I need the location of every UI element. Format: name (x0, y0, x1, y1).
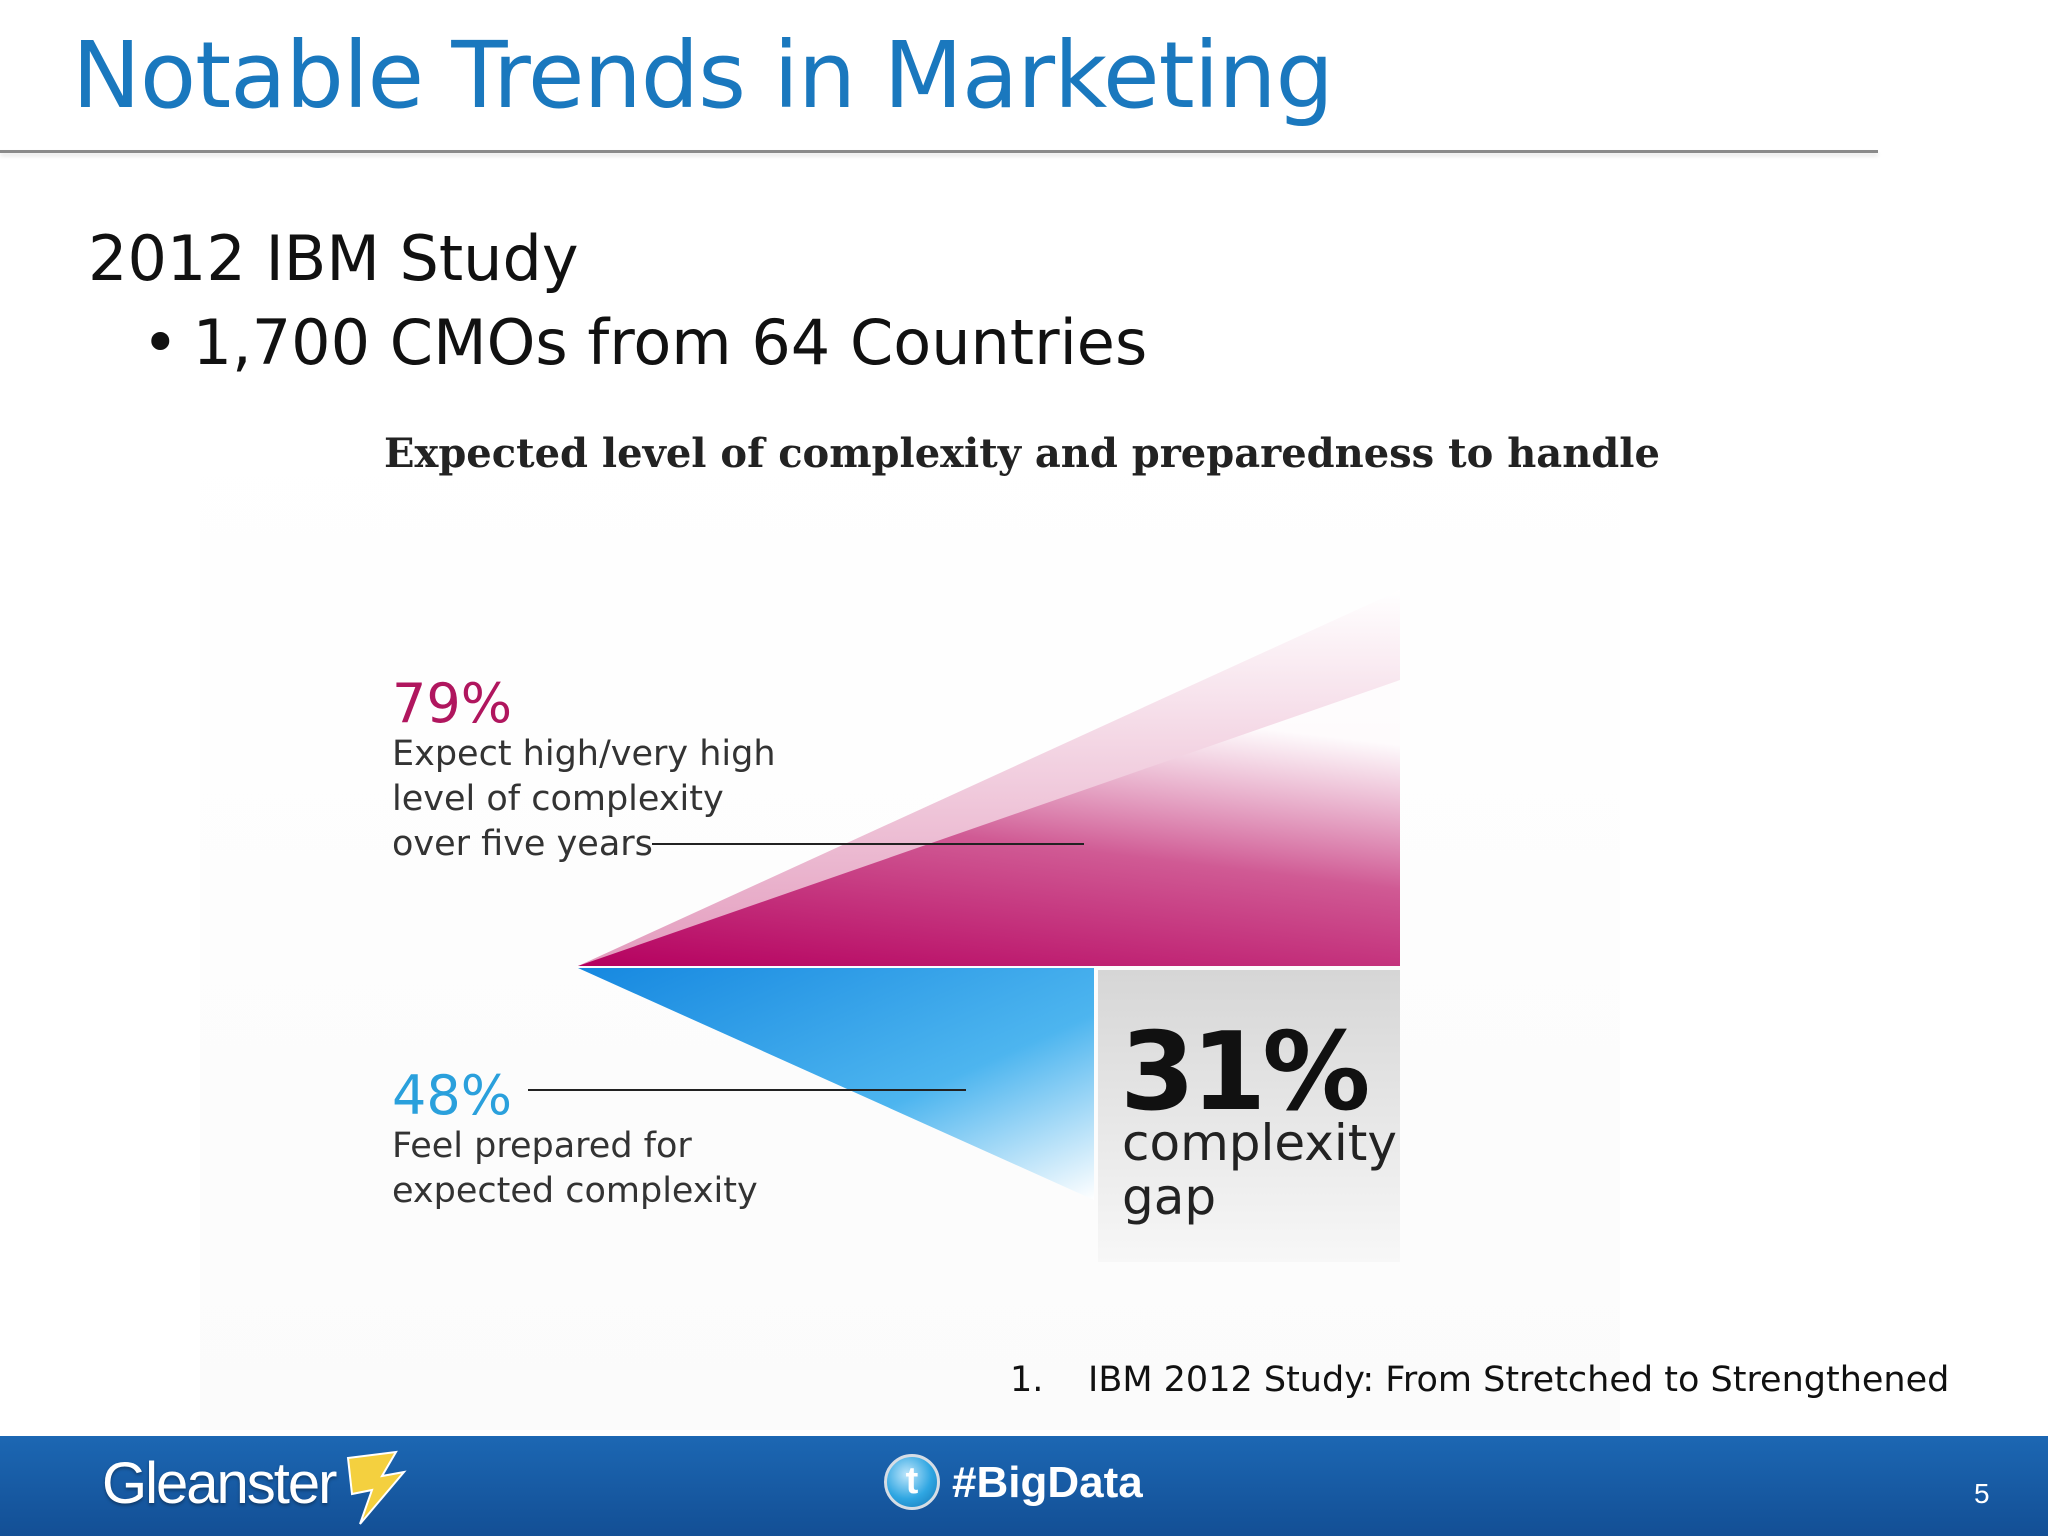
slide-title: Notable Trends in Marketing (72, 22, 1334, 129)
gap-percent: 31% (1120, 1010, 1371, 1135)
infographic-graphic (528, 590, 1400, 1262)
gap-desc-line: complexity (1122, 1114, 1397, 1172)
gap-description: complexity gap (1122, 1116, 1397, 1224)
complexity-desc-line: over five years (392, 824, 653, 864)
gap-block (1098, 970, 1400, 1262)
brand-logo: Gleanster (102, 1451, 337, 1516)
prepared-desc-line: expected complexity (392, 1171, 758, 1211)
bullet-item: • 1,700 CMOs from 64 Countries (142, 306, 1147, 379)
bullet-dot-icon: • (142, 306, 179, 379)
footnote-text: IBM 2012 Study: From Stretched to Streng… (1088, 1360, 1950, 1400)
hashtag-label: #BigData (952, 1458, 1143, 1507)
complexity-desc-line: Expect high/very high (392, 734, 776, 774)
lightning-bolt-icon (346, 1450, 407, 1525)
gap-desc-line: gap (1122, 1168, 1217, 1226)
complexity-percent: 79% (392, 672, 513, 735)
complexity-wedge (578, 680, 1400, 966)
footnote-number: 1. (1010, 1360, 1044, 1400)
page-number: 5 (1974, 1478, 1990, 1509)
bullet-text: 1,700 CMOs from 64 Countries (192, 306, 1148, 379)
prepared-desc-line: Feel prepared for (392, 1126, 692, 1166)
footnote: 1. IBM 2012 Study: From Stretched to Stre… (1010, 1360, 1949, 1400)
infographic-title: Expected level of complexity and prepare… (384, 430, 1660, 477)
prepared-percent: 48% (392, 1064, 513, 1127)
prepared-wedge (578, 968, 1094, 1200)
body-heading: 2012 IBM Study (88, 222, 579, 295)
twitter-icon[interactable]: t (884, 1454, 940, 1510)
title-divider (0, 150, 1878, 153)
complexity-description: Expect high/very high level of complexit… (392, 732, 776, 867)
complexity-desc-line: level of complexity (392, 779, 724, 819)
footer-bar (0, 1436, 2048, 1536)
prepared-description: Feel prepared for expected complexity (392, 1124, 758, 1214)
